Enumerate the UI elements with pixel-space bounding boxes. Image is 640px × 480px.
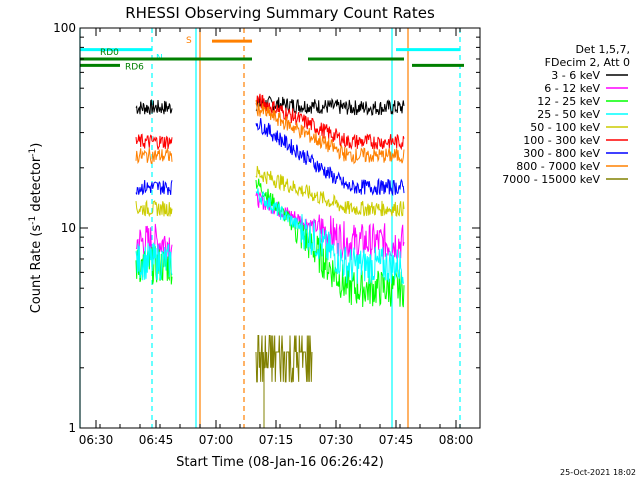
series-4-trace-2 — [255, 165, 405, 217]
series-5-trace-2 — [255, 93, 405, 151]
series-7-trace-1 — [135, 147, 173, 165]
y-axis-label: Count Rate (s-1 detector-1) — [28, 143, 44, 314]
legend-label-0: 3 - 6 keV — [551, 69, 600, 82]
series-5-trace-1 — [135, 133, 173, 150]
series-3-trace-2 — [255, 188, 405, 285]
legend-header-1: FDecim 2, Att 0 — [545, 56, 630, 69]
series-6-trace-1 — [135, 179, 173, 196]
y-label-sup2: -1 — [28, 148, 38, 157]
flag-label-s: S — [186, 36, 192, 46]
plot-layer: NSRD0RD6 — [79, 28, 464, 428]
legend-label-2: 12 - 25 keV — [537, 95, 600, 108]
legend-label-5: 100 - 300 keV — [523, 134, 600, 147]
series-4-trace-1 — [135, 199, 173, 218]
chart-title: RHESSI Observing Summary Count Rates — [125, 4, 435, 22]
x-axis-label: Start Time (08-Jan-16 06:26:42) — [176, 455, 384, 470]
y-label-sup1: -1 — [28, 216, 38, 225]
x-tick-label-5: 07:45 — [379, 433, 414, 447]
axes-layer: 06:30 06:45 07:00 07:15 07:30 07:45 08:00 1 10 10… — [53, 21, 481, 447]
legend-label-7: 800 - 7000 keV — [516, 160, 600, 173]
flag-label-rd0: RD0 — [100, 48, 119, 58]
x-tick-label-4: 07:30 — [319, 433, 354, 447]
series-7-trace-2 — [255, 100, 405, 165]
x-tick-label-6: 08:00 — [439, 433, 474, 447]
x-tick-label-0: 06:30 — [79, 433, 114, 447]
legend-label-1: 6 - 12 keV — [544, 82, 600, 95]
x-tick-label-2: 07:00 — [199, 433, 234, 447]
series-0-trace-1 — [135, 99, 173, 115]
x-tick-label-1: 06:45 — [139, 433, 174, 447]
series-0-trace-2 — [255, 95, 405, 116]
legend-label-8: 7000 - 15000 keV — [502, 173, 600, 186]
series-6-trace-2 — [255, 118, 405, 197]
series-8-trace — [255, 335, 313, 383]
y-label-end: ) — [29, 143, 44, 148]
flag-label-rd6: RD6 — [125, 62, 144, 72]
timestamp: 25-Oct-2021 18:02 — [560, 468, 636, 477]
legend-label-6: 300 - 800 keV — [523, 147, 600, 160]
y-tick-label-0: 1 — [68, 421, 76, 435]
y-label-tail: detector — [29, 156, 44, 216]
legend-label-3: 25 - 50 keV — [537, 108, 600, 121]
legend-label-4: 50 - 100 keV — [530, 121, 600, 134]
plot-frame — [79, 27, 481, 429]
legend-header-0: Det 1,5,7, — [575, 43, 630, 56]
series-3-trace-1 — [135, 242, 173, 281]
y-tick-label-1: 10 — [61, 221, 76, 235]
y-label-main: Count Rate (s — [29, 225, 44, 314]
y-tick-label-2: 100 — [53, 21, 76, 35]
x-tick-label-3: 07:15 — [259, 433, 294, 447]
